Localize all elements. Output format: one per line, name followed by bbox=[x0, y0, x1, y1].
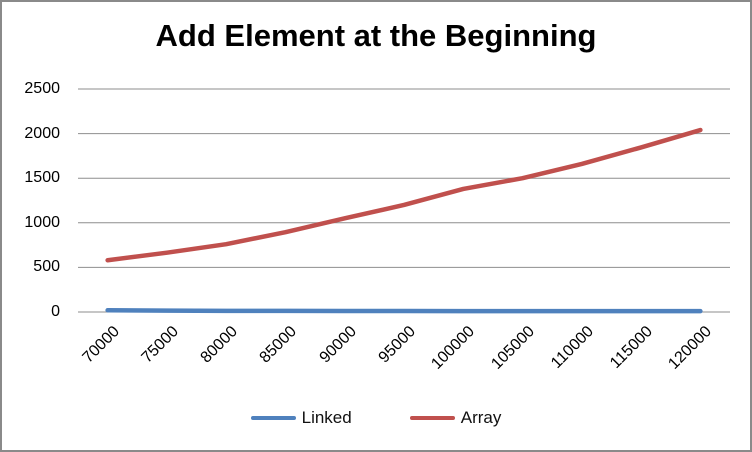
series-line-linked bbox=[105, 307, 703, 314]
y-tick-label: 1500 bbox=[24, 169, 60, 187]
y-tick-label: 2000 bbox=[24, 124, 60, 142]
legend-label: Array bbox=[460, 408, 502, 427]
y-tick-label: 0 bbox=[51, 303, 60, 320]
chart-title: Add Element at the Beginning bbox=[155, 18, 597, 53]
y-tick-label: 1000 bbox=[24, 213, 60, 231]
y-tick-label: 2500 bbox=[24, 80, 60, 97]
series-line-array bbox=[105, 127, 703, 263]
legend: Linked Array bbox=[2, 408, 750, 428]
legend-label: Linked bbox=[301, 408, 352, 427]
legend-item-linked[interactable]: Linked bbox=[250, 408, 352, 428]
y-tick-label: 500 bbox=[33, 258, 60, 276]
legend-line-swatch bbox=[409, 416, 455, 420]
legend-item-array[interactable]: Array bbox=[409, 408, 502, 428]
legend-line-swatch bbox=[250, 416, 296, 420]
